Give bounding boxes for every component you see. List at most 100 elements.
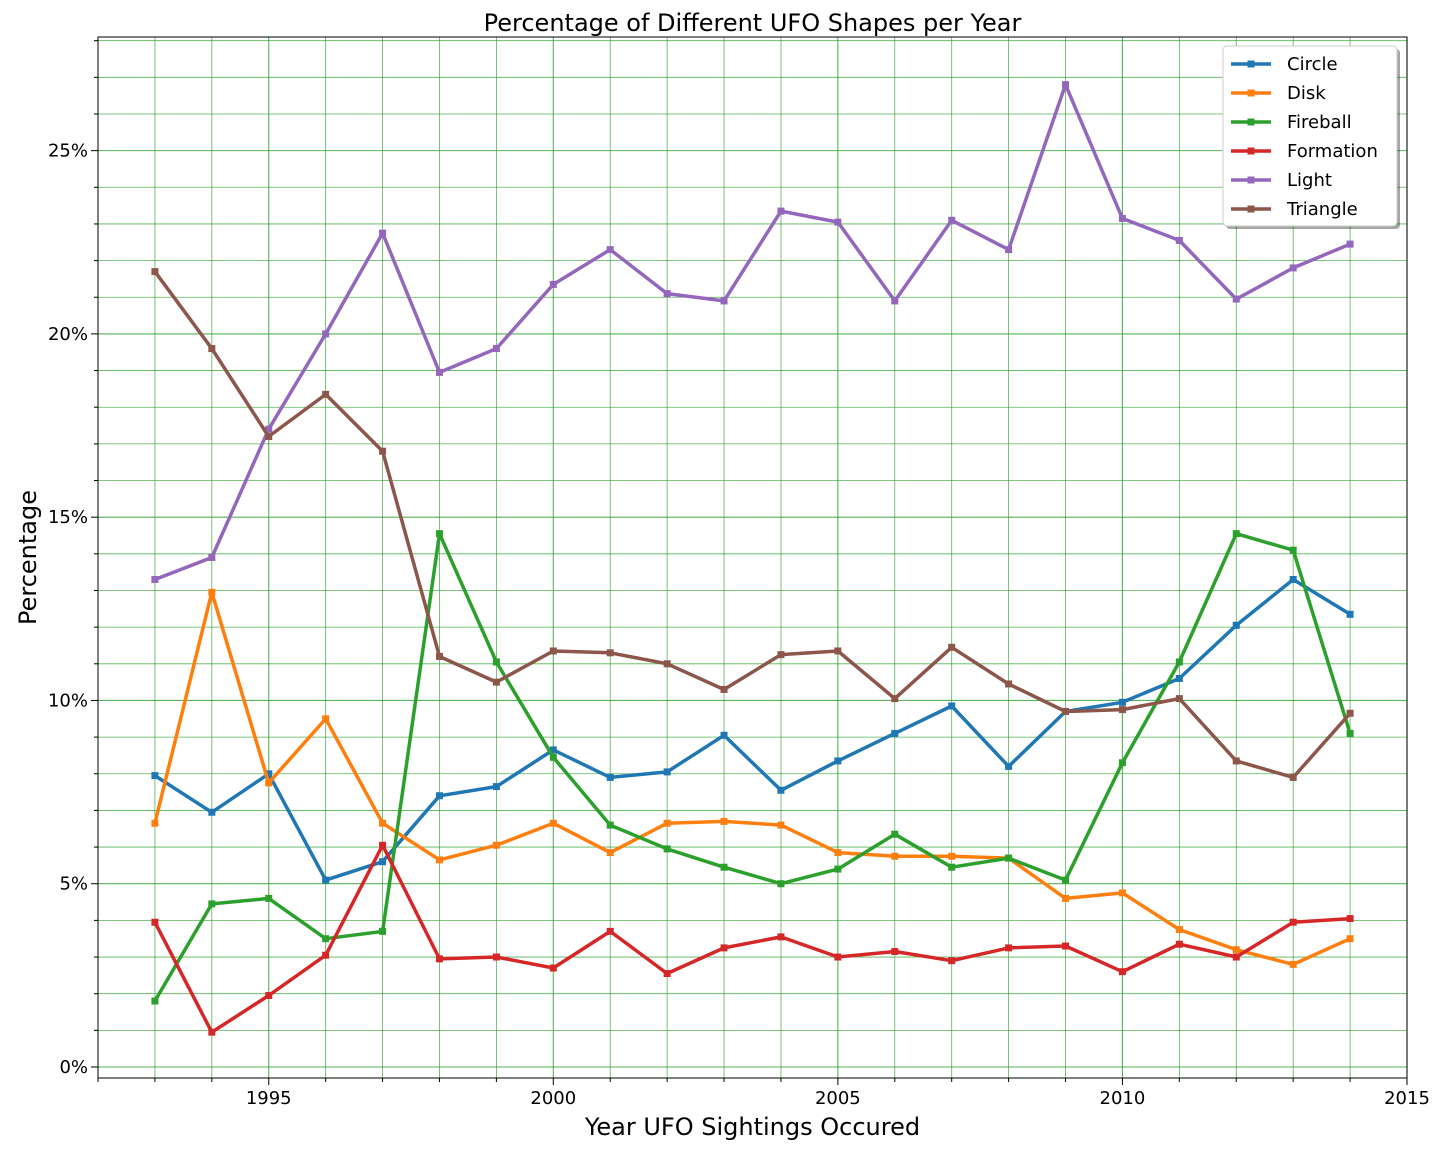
data-point <box>1175 674 1183 682</box>
data-point <box>606 927 614 935</box>
data-point <box>1005 854 1013 862</box>
data-point <box>549 753 557 761</box>
data-point <box>1062 894 1070 902</box>
legend-label: Formation <box>1287 141 1378 162</box>
data-point <box>1062 707 1070 715</box>
data-point <box>435 792 443 800</box>
x-tick-label: 1995 <box>246 1088 292 1109</box>
y-tick-label: 10% <box>48 690 88 711</box>
data-point <box>1232 953 1240 961</box>
data-point <box>549 746 557 754</box>
series-formation <box>151 841 1354 1036</box>
series-line <box>153 82 1352 582</box>
data-point <box>1062 876 1070 884</box>
legend-item-disk: Disk <box>1231 83 1326 104</box>
data-point <box>379 229 387 237</box>
legend-marker <box>1247 147 1255 155</box>
data-point <box>1175 926 1183 934</box>
data-point <box>208 900 216 908</box>
data-point <box>777 786 785 794</box>
data-point <box>151 997 159 1005</box>
series-lines <box>151 81 1354 1036</box>
data-point <box>1118 698 1126 706</box>
legend-marker <box>1247 89 1255 97</box>
data-point <box>549 280 557 288</box>
legend-item-circle: Circle <box>1231 54 1338 75</box>
data-point <box>265 779 273 787</box>
data-point <box>379 927 387 935</box>
data-point <box>265 770 273 778</box>
data-point <box>1175 695 1183 703</box>
data-point <box>435 856 443 864</box>
legend-item-fireball: Fireball <box>1231 112 1352 133</box>
data-point <box>322 330 330 338</box>
series-line <box>153 577 1352 882</box>
data-point <box>208 588 216 596</box>
legend-label: Circle <box>1287 54 1338 75</box>
data-point <box>322 876 330 884</box>
data-point <box>1346 240 1354 248</box>
legend-label: Fireball <box>1287 112 1352 133</box>
data-point <box>322 951 330 959</box>
data-point <box>151 772 159 780</box>
data-point <box>379 819 387 827</box>
data-point <box>549 964 557 972</box>
data-point <box>1346 709 1354 717</box>
legend-item-triangle: Triangle <box>1231 199 1358 220</box>
data-point <box>1175 658 1183 666</box>
data-point <box>1005 944 1013 952</box>
data-point <box>435 368 443 376</box>
x-tick-label: 2015 <box>1384 1088 1430 1109</box>
legend-label: Light <box>1287 170 1332 191</box>
data-point <box>606 849 614 857</box>
data-point <box>1062 942 1070 950</box>
data-point <box>1118 759 1126 767</box>
data-point <box>948 702 956 710</box>
series-disk <box>151 588 1354 968</box>
legend-marker <box>1247 176 1255 184</box>
data-point <box>663 845 671 853</box>
data-point <box>435 652 443 660</box>
data-point <box>720 731 728 739</box>
legend-label: Triangle <box>1286 199 1358 220</box>
x-tick-label: 2000 <box>530 1088 576 1109</box>
data-point <box>549 819 557 827</box>
data-point <box>606 246 614 254</box>
data-point <box>891 830 899 838</box>
data-point <box>1289 960 1297 968</box>
series-line <box>153 590 1352 967</box>
data-point <box>663 768 671 776</box>
data-point <box>379 447 387 455</box>
data-point <box>265 425 273 433</box>
data-point <box>1175 236 1183 244</box>
data-point <box>492 658 500 666</box>
legend-marker <box>1247 205 1255 213</box>
data-point <box>435 955 443 963</box>
data-point <box>948 216 956 224</box>
chart-title: Percentage of Different UFO Shapes per Y… <box>484 9 1022 37</box>
y-tick-label: 25% <box>48 141 88 162</box>
data-point <box>208 554 216 561</box>
data-point <box>435 530 443 538</box>
data-point <box>663 970 671 978</box>
data-point <box>151 575 159 583</box>
data-point <box>379 858 387 866</box>
y-tick-label: 5% <box>59 874 88 895</box>
data-point <box>1289 546 1297 554</box>
data-point <box>948 643 956 651</box>
data-point <box>720 297 728 305</box>
series-line <box>153 269 1352 780</box>
y-tick-label: 15% <box>48 507 88 528</box>
data-point <box>834 218 842 226</box>
legend-label: Disk <box>1287 83 1326 104</box>
data-point <box>1175 940 1183 948</box>
data-point <box>322 935 330 943</box>
data-point <box>891 695 899 703</box>
data-point <box>948 863 956 871</box>
data-point <box>1289 773 1297 781</box>
data-point <box>1118 968 1126 976</box>
data-point <box>948 852 956 860</box>
data-point <box>322 715 330 723</box>
